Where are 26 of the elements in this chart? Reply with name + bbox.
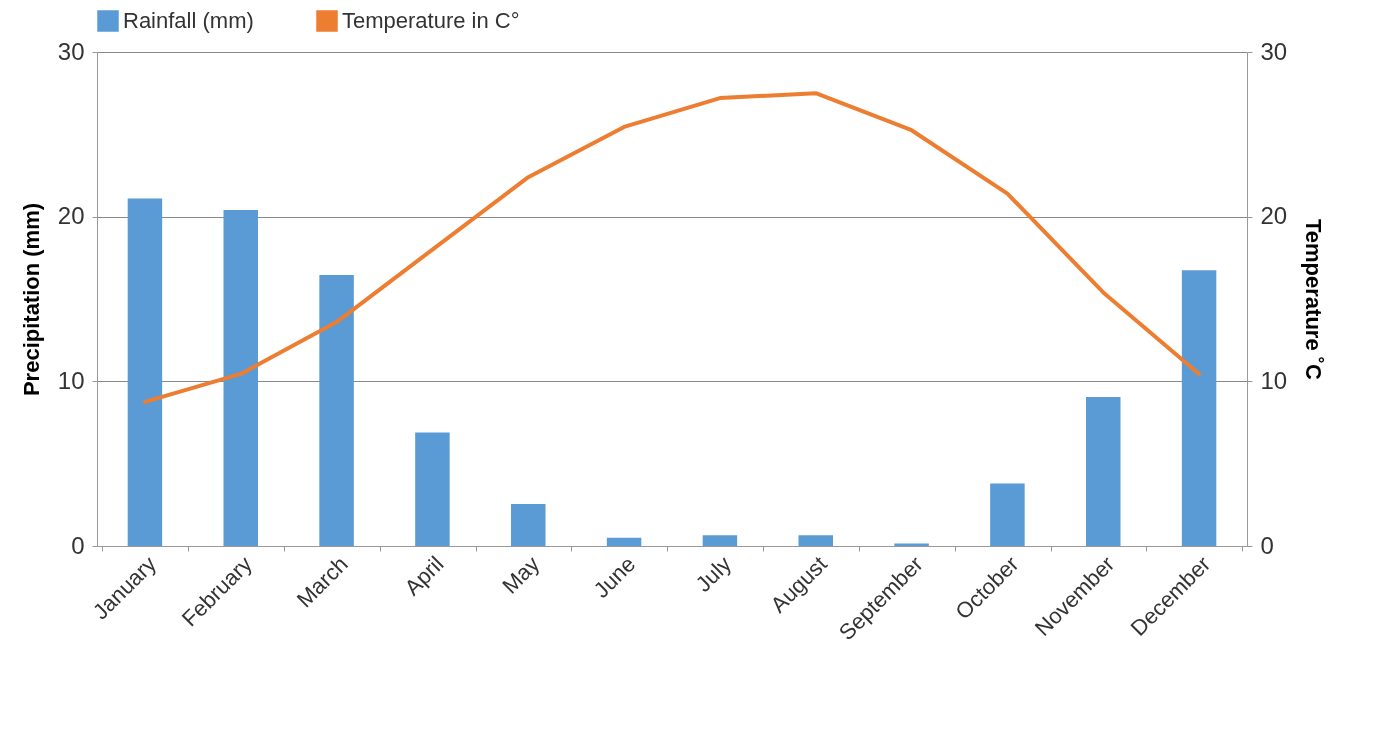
y-tick-label: 10 (57, 366, 85, 394)
bar (511, 504, 546, 546)
bar (1181, 270, 1217, 546)
bar (319, 275, 354, 546)
y2-tick-label: 0 (1260, 531, 1274, 559)
y2-tick-label: 20 (1260, 202, 1288, 230)
y2-axis-title: Temperature ˚C (1301, 219, 1327, 381)
bar (127, 198, 163, 546)
bar (606, 537, 642, 546)
x-tick-label: May (497, 551, 545, 599)
bar (798, 535, 833, 546)
y-tick-label: 20 (57, 202, 85, 230)
legend-label: Rainfall (mm) (123, 8, 254, 33)
bar (223, 210, 258, 546)
y-tick-label: 0 (71, 531, 85, 559)
y-tick-label: 30 (57, 37, 85, 65)
x-tick-label: July (690, 551, 736, 597)
y2-tick-label: 10 (1260, 366, 1288, 394)
bar (415, 432, 450, 546)
y2-tick-label: 30 (1260, 37, 1288, 65)
bar (702, 535, 738, 546)
bar (1086, 396, 1121, 546)
legend-label: Temperature in C° (342, 8, 520, 33)
line-series (142, 91, 1202, 404)
y-axis-title: Precipitation (mm) (18, 202, 44, 397)
bar (990, 483, 1025, 546)
